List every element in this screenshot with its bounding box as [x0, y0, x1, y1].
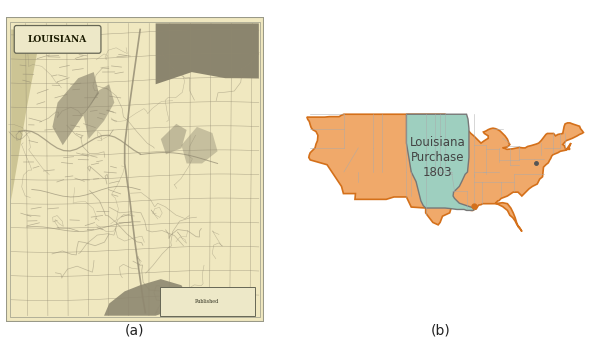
Polygon shape — [307, 114, 583, 231]
Polygon shape — [104, 279, 192, 316]
FancyBboxPatch shape — [14, 26, 101, 53]
Polygon shape — [83, 84, 115, 139]
Polygon shape — [52, 72, 99, 145]
Text: Louisiana
Purchase
1803: Louisiana Purchase 1803 — [410, 136, 466, 179]
Text: (b): (b) — [431, 324, 451, 337]
Polygon shape — [161, 124, 187, 154]
Text: Published: Published — [195, 299, 220, 303]
FancyBboxPatch shape — [160, 287, 255, 316]
Polygon shape — [406, 114, 475, 210]
Polygon shape — [11, 29, 52, 200]
Polygon shape — [155, 24, 259, 84]
Text: LOUISIANA: LOUISIANA — [28, 35, 87, 44]
FancyBboxPatch shape — [6, 17, 264, 322]
Polygon shape — [181, 127, 218, 163]
Text: (a): (a) — [125, 324, 145, 337]
